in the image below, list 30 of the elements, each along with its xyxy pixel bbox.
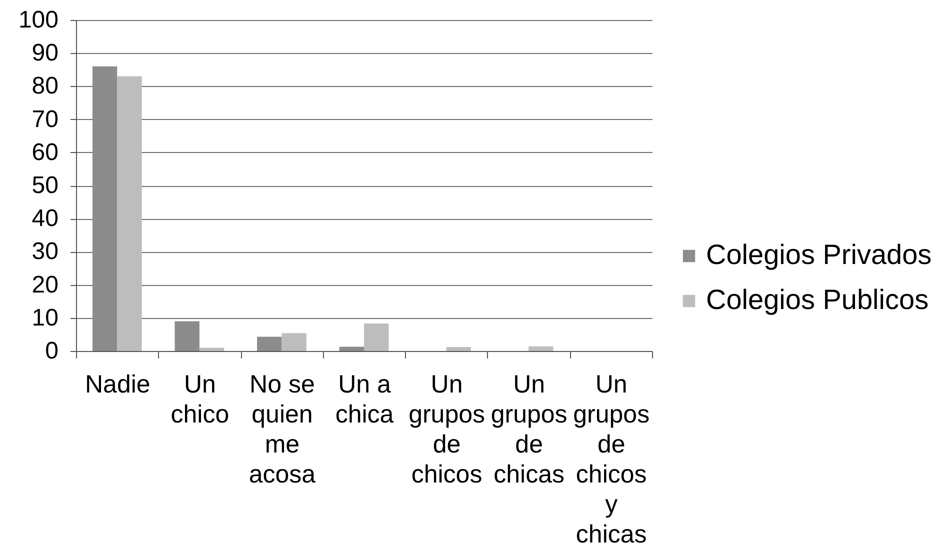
x-tick-label: Nadie [84,370,150,398]
x-tick-label: Un grupos de chicas [490,370,568,488]
y-tick-label: 10 [32,304,58,332]
y-tick-label: 60 [32,138,58,166]
y-tick-label: 70 [32,106,58,133]
bar [199,348,224,351]
y-tick-label: 20 [32,271,58,298]
bar [92,66,118,351]
x-tick-label: Un chico [170,370,230,428]
y-tick-label: 50 [32,172,58,199]
bar [339,346,364,351]
legend-label: Colegios Publicos [706,284,929,315]
x-tick-label: Un grupos de chicos [408,370,486,488]
y-tick-label: 80 [32,72,58,100]
y-tick-label: 90 [32,40,58,67]
y-tick-label: 40 [32,205,58,232]
bar [446,347,471,351]
x-tick-label: Un grupos de chicos y chicas [573,370,650,545]
bar [257,336,282,351]
bar [174,321,200,351]
x-tick-label: Un a chica [335,370,394,428]
x-tick-label: No se quien me acosa [248,370,316,488]
legend-label: Colegios Privados [706,239,932,270]
y-tick-label: 30 [32,238,58,266]
bar [528,346,554,351]
y-tick-label: 0 [45,338,58,364]
y-tick-label: 100 [18,6,58,34]
bar [282,333,306,351]
bar [117,76,142,351]
bar [364,324,389,351]
